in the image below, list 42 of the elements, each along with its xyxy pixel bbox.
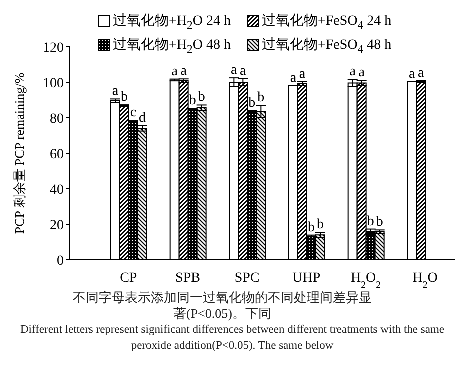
data-label: a bbox=[231, 63, 238, 78]
legend-label: 过氧化物+H$_{2}$O 24 h bbox=[113, 12, 231, 32]
x-tick-label: H$_{2}$O bbox=[412, 271, 438, 290]
data-label: a bbox=[418, 66, 426, 81]
data-label: b bbox=[189, 94, 196, 109]
x-tick-label: CP bbox=[120, 271, 138, 286]
data-label: d bbox=[139, 110, 146, 126]
data-label: a bbox=[350, 64, 357, 80]
text: 不同字母表示添加同一过氧化物的不同处理间差异显著(P<0.05)。下同 bbox=[72, 290, 373, 322]
data-label: a bbox=[299, 66, 306, 82]
data-label: b bbox=[258, 90, 265, 106]
legend-label: 过氧化物+FeSO$_{4}$ 48 h bbox=[262, 36, 392, 56]
data-label: a bbox=[112, 84, 120, 100]
data-label: a bbox=[172, 64, 179, 80]
legend-label: 过氧化物+FeSO$_{4}$ 24 h bbox=[262, 12, 392, 32]
data-label: c bbox=[130, 105, 137, 120]
data-label: b bbox=[121, 90, 128, 106]
y-tick-label: 0 bbox=[57, 254, 64, 269]
data-label: b bbox=[367, 214, 374, 230]
data-label: a bbox=[240, 64, 248, 79]
y-tick-label: 20 bbox=[50, 218, 64, 234]
data-label: a bbox=[290, 71, 298, 86]
data-label: a bbox=[358, 66, 366, 81]
y-tick-label: 80 bbox=[50, 112, 64, 127]
data-label: b bbox=[308, 220, 315, 236]
y-axis-title: PCP 剩余量 PCP remaining/% bbox=[12, 72, 27, 234]
y-tick-label: 120 bbox=[43, 40, 64, 56]
x-tick-label: H$_{2}$O$_{2}$ bbox=[350, 271, 382, 290]
data-label: b bbox=[317, 217, 324, 232]
x-tick-label: SPC bbox=[234, 271, 260, 286]
data-label: b bbox=[248, 96, 256, 111]
data-label: b bbox=[198, 90, 206, 106]
y-tick-label: 60 bbox=[50, 147, 64, 162]
y-tick-label: 40 bbox=[50, 182, 64, 198]
data-label: a bbox=[180, 64, 188, 80]
legend-label: 过氧化物+H$_{2}$O 48 h bbox=[113, 36, 231, 56]
text: Different letters represent significant differences between different treatments with the same peroxide addition(P<0.05). The same below bbox=[19, 323, 446, 354]
x-tick-label: SPB bbox=[176, 271, 200, 286]
y-tick-label: 100 bbox=[43, 76, 64, 92]
data-label: a bbox=[409, 66, 416, 82]
data-label: b bbox=[376, 215, 384, 230]
x-tick-label: UHP bbox=[292, 271, 321, 286]
